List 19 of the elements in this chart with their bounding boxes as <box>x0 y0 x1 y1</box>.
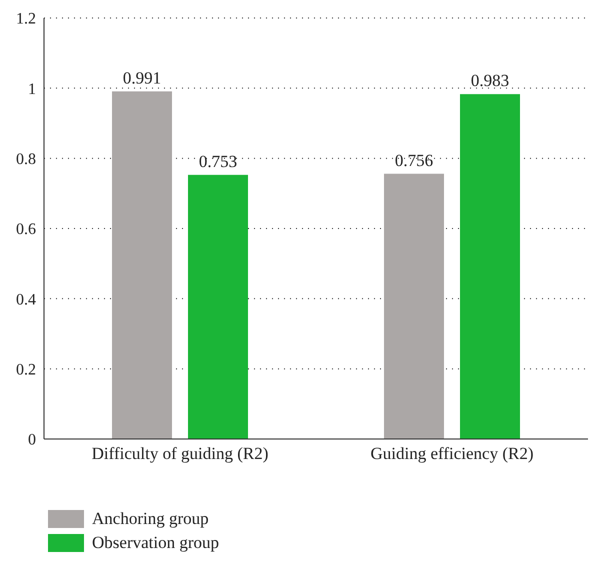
y-tick-label: 0.4 <box>16 291 36 308</box>
legend-label: Observation group <box>92 533 220 553</box>
bar <box>460 94 520 439</box>
y-tick-label: 1.2 <box>16 10 36 28</box>
bar <box>112 91 172 439</box>
y-tick-label: 0 <box>28 432 36 449</box>
data-label: 0.753 <box>198 152 238 171</box>
x-tick-label: Difficulty of guiding (R2) <box>92 444 268 464</box>
legend-label: Anchoring group <box>92 509 209 529</box>
bar <box>188 174 248 439</box>
y-tick-label: 0.2 <box>16 362 36 379</box>
data-label: 0.983 <box>470 71 510 90</box>
y-tick-label: 0.8 <box>16 151 36 168</box>
y-tick-label: 0.6 <box>16 221 36 238</box>
bar <box>384 174 444 439</box>
data-label: 0.991 <box>122 68 162 88</box>
data-label: 0.756 <box>394 150 434 170</box>
y-tick-label: 1 <box>28 80 36 98</box>
x-tick-label: Guiding efficiency (R2) <box>370 444 534 464</box>
